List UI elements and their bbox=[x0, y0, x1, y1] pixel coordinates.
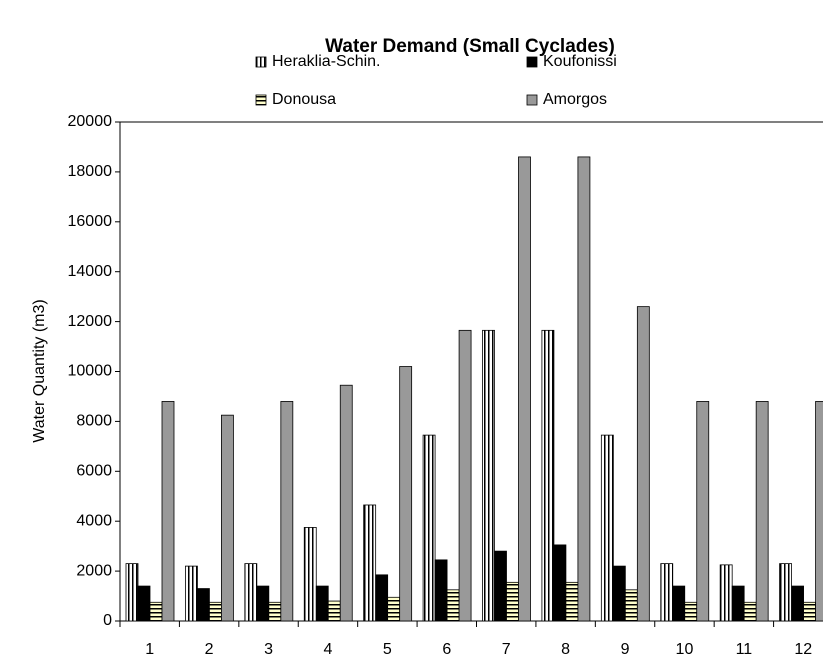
y-tick-label: 4000 bbox=[76, 512, 112, 529]
y-tick-label: 16000 bbox=[68, 213, 113, 230]
x-tick-label: 9 bbox=[621, 641, 630, 658]
x-tick-label: 11 bbox=[736, 641, 753, 658]
bar bbox=[660, 563, 674, 622]
bar bbox=[327, 600, 341, 622]
legend-swatch bbox=[526, 56, 538, 68]
bar bbox=[518, 156, 531, 622]
bar bbox=[719, 564, 733, 622]
x-tick-label: 3 bbox=[264, 641, 273, 658]
y-tick-label: 10000 bbox=[68, 363, 113, 380]
bar bbox=[565, 581, 579, 622]
x-tick-label: 6 bbox=[442, 641, 451, 658]
bar bbox=[197, 588, 210, 622]
x-tick-label: 5 bbox=[383, 641, 392, 658]
legend-label: Amorgos bbox=[543, 91, 607, 108]
bar bbox=[541, 329, 555, 622]
y-tick-label: 6000 bbox=[76, 463, 112, 480]
bar bbox=[600, 434, 614, 622]
bar bbox=[779, 563, 792, 622]
bar bbox=[268, 601, 282, 622]
bar bbox=[209, 601, 222, 622]
legend-label: Koufonissi bbox=[543, 53, 617, 70]
bar bbox=[743, 601, 757, 622]
bar bbox=[422, 434, 436, 622]
bar bbox=[684, 601, 698, 622]
bar bbox=[553, 544, 567, 622]
bar bbox=[280, 401, 294, 622]
y-tick-label: 8000 bbox=[76, 413, 112, 430]
bar bbox=[696, 401, 710, 622]
bar bbox=[791, 585, 804, 622]
bar bbox=[125, 563, 139, 622]
y-tick-label: 18000 bbox=[68, 163, 113, 180]
bar bbox=[434, 559, 448, 622]
y-tick-label: 12000 bbox=[68, 313, 113, 330]
bar bbox=[339, 384, 353, 622]
y-tick-label: 20000 bbox=[68, 113, 113, 130]
bar bbox=[803, 601, 816, 622]
bar bbox=[363, 504, 377, 622]
bar bbox=[624, 589, 638, 622]
x-tick-label: 1 bbox=[145, 641, 154, 658]
bar bbox=[256, 585, 270, 622]
bar bbox=[672, 585, 686, 622]
legend-swatch bbox=[255, 56, 267, 68]
x-tick-label: 7 bbox=[502, 641, 511, 658]
bar bbox=[446, 589, 460, 622]
y-tick-label: 2000 bbox=[76, 562, 112, 579]
bar bbox=[577, 156, 591, 622]
legend-swatch bbox=[255, 94, 267, 106]
bar bbox=[315, 585, 329, 622]
bar bbox=[387, 596, 401, 622]
bar bbox=[612, 565, 626, 622]
x-tick-label: 4 bbox=[324, 641, 333, 658]
legend-swatch bbox=[526, 94, 538, 106]
bar bbox=[731, 585, 745, 622]
chart-title: Water Demand (Small Cyclades) bbox=[325, 36, 615, 57]
bar bbox=[755, 401, 769, 622]
x-tick-label: 10 bbox=[676, 641, 694, 658]
bar bbox=[815, 401, 823, 622]
bar bbox=[244, 563, 258, 622]
bar bbox=[636, 306, 650, 622]
y-axis-label: Water Quantity (m3) bbox=[31, 299, 48, 442]
y-tick-label: 14000 bbox=[68, 263, 113, 280]
bar bbox=[375, 574, 389, 622]
x-tick-label: 8 bbox=[561, 641, 570, 658]
legend-label: Donousa bbox=[272, 91, 336, 108]
bar bbox=[149, 601, 163, 622]
bar bbox=[161, 401, 175, 622]
x-tick-label: 2 bbox=[205, 641, 214, 658]
bar bbox=[399, 366, 413, 622]
bar bbox=[137, 585, 151, 622]
bar bbox=[482, 329, 495, 622]
legend-bg bbox=[222, 78, 738, 118]
bar bbox=[506, 581, 519, 622]
bar bbox=[185, 565, 198, 622]
bar bbox=[494, 550, 507, 622]
y-tick-label: 0 bbox=[103, 612, 112, 629]
legend-label: Heraklia-Schin. bbox=[272, 53, 380, 70]
bar bbox=[221, 414, 234, 622]
bar bbox=[303, 527, 317, 622]
bar bbox=[458, 329, 472, 622]
x-tick-label: 12 bbox=[794, 641, 812, 658]
